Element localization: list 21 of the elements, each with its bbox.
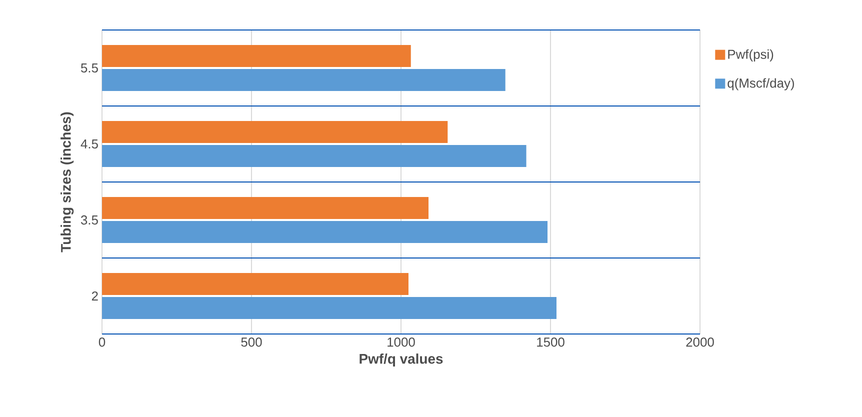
y-tick-label: 4.5 [80, 139, 98, 149]
legend-label: Pwf(psi) [728, 49, 774, 62]
bar [102, 297, 556, 320]
legend-label: q(Mscf/day) [728, 78, 794, 90]
x-tick-label: 500 [241, 338, 262, 347]
x-tick-label: 2000 [686, 338, 714, 347]
bar [102, 69, 506, 92]
bar [102, 45, 411, 68]
bar [102, 273, 408, 296]
x-tick-label: 0 [98, 338, 106, 347]
x-axis-title: Pwf/q values [360, 354, 443, 367]
y-tick-label: 2 [92, 291, 98, 301]
bar [102, 221, 548, 244]
x-tick-label: 1000 [388, 338, 415, 347]
bar [102, 197, 429, 220]
y-tick-label: 5.5 [80, 63, 98, 73]
y-axis-title: Tubing sizes (inches) [60, 112, 74, 252]
bar [102, 121, 448, 144]
bar [102, 145, 526, 168]
y-tick-label: 3.5 [80, 215, 98, 225]
x-tick-label: 1500 [537, 338, 564, 347]
